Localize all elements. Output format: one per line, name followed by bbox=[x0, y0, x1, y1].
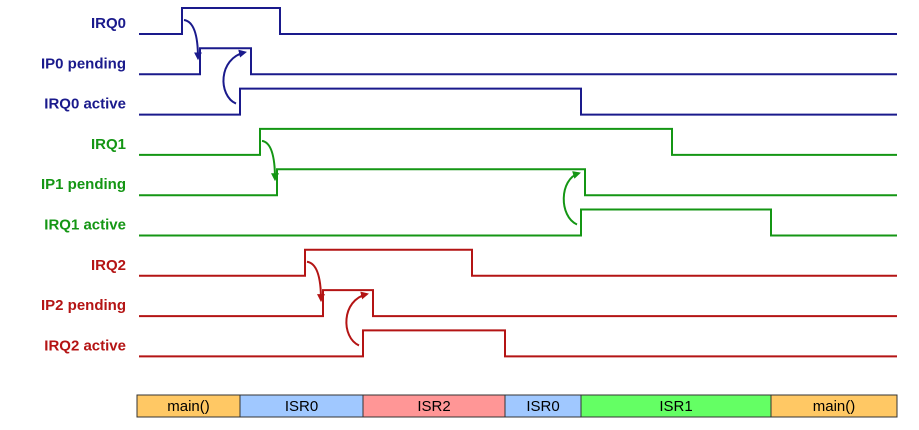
execution-segment-label: main() bbox=[813, 398, 856, 415]
causal-arrow-irq2act-to-ip2 bbox=[345, 291, 369, 347]
waveforms bbox=[139, 7, 897, 358]
signal-labels: IRQ0 IP0 pending IRQ0 active IRQ1 IP1 pendin… bbox=[41, 15, 126, 354]
waveform-irq2act bbox=[139, 329, 897, 358]
signal-label-irq2: IRQ2 bbox=[91, 257, 126, 274]
causal-arrow-irq0act-to-ip0 bbox=[222, 49, 247, 105]
waveform-irq0 bbox=[139, 7, 897, 35]
waveform-irq2 bbox=[139, 248, 897, 277]
signal-label-irq0act: IRQ0 active bbox=[44, 96, 126, 113]
causal-arrows bbox=[183, 19, 581, 347]
causal-arrow-irq1-to-ip1 bbox=[261, 139, 279, 182]
causal-arrow-irq0-to-ip0 bbox=[183, 19, 202, 61]
signal-label-irq1: IRQ1 bbox=[91, 136, 126, 153]
execution-segment bbox=[770, 394, 898, 418]
waveform-ip2 bbox=[139, 289, 897, 318]
execution-bar: main() ISR0 ISR2 ISR0 ISR1 main() bbox=[136, 394, 898, 418]
execution-segment-label: ISR1 bbox=[659, 398, 692, 415]
waveform-ip0 bbox=[139, 47, 897, 76]
signal-label-irq0: IRQ0 bbox=[91, 15, 126, 32]
signal-label-ip2: IP2 pending bbox=[41, 297, 126, 314]
causal-arrow-irq1act-to-ip1 bbox=[562, 171, 581, 226]
signal-label-irq2act: IRQ2 active bbox=[44, 337, 126, 354]
signal-label-ip0: IP0 pending bbox=[41, 55, 126, 72]
waveform-irq1 bbox=[139, 127, 897, 156]
causal-arrow-irq2-to-ip2 bbox=[306, 260, 325, 303]
execution-segment-label: main() bbox=[167, 398, 210, 415]
execution-segment-label: ISR2 bbox=[417, 398, 450, 415]
waveform-ip1 bbox=[139, 168, 897, 197]
waveform-irq0act bbox=[139, 87, 897, 116]
execution-segment-label: ISR0 bbox=[285, 398, 318, 415]
execution-segment-label: ISR0 bbox=[526, 398, 559, 415]
waveform-irq1act bbox=[139, 208, 897, 237]
signal-label-irq1act: IRQ1 active bbox=[44, 217, 126, 234]
signal-label-ip1: IP1 pending bbox=[41, 176, 126, 193]
